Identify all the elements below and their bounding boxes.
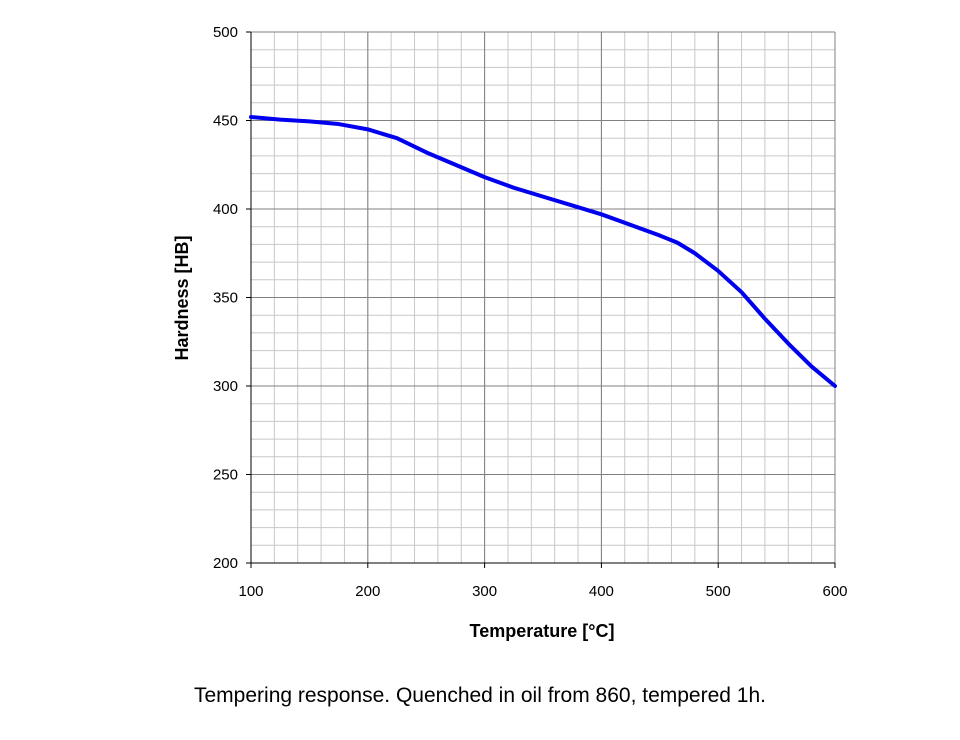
y-tick-label: 400 bbox=[213, 201, 238, 218]
y-tick-label: 300 bbox=[213, 378, 238, 395]
hardness-series-line bbox=[249, 114, 837, 388]
x-tick-label: 200 bbox=[355, 583, 380, 600]
y-tick-label: 250 bbox=[213, 467, 238, 484]
y-tick-label: 500 bbox=[213, 24, 238, 41]
x-tick-label: 500 bbox=[706, 583, 731, 600]
chart-caption: Tempering response. Quenched in oil from… bbox=[194, 684, 766, 707]
x-tick-label: 600 bbox=[822, 583, 847, 600]
x-tick-labels: 100 200 300 400 500 600 bbox=[238, 583, 847, 600]
y-tick-label: 350 bbox=[213, 290, 238, 307]
y-tick-labels: 200 250 300 350 400 450 500 bbox=[213, 24, 238, 572]
x-tick-label: 100 bbox=[238, 583, 263, 600]
series-layer bbox=[249, 114, 837, 388]
y-tick-label: 450 bbox=[213, 113, 238, 130]
y-tick-label: 200 bbox=[213, 555, 238, 572]
axes bbox=[246, 31, 836, 568]
y-axis-title: Hardness [HB] bbox=[172, 235, 192, 360]
x-tick-label: 300 bbox=[472, 583, 497, 600]
x-axis-title: Temperature [°C] bbox=[470, 621, 615, 641]
x-tick-label: 400 bbox=[589, 583, 614, 600]
